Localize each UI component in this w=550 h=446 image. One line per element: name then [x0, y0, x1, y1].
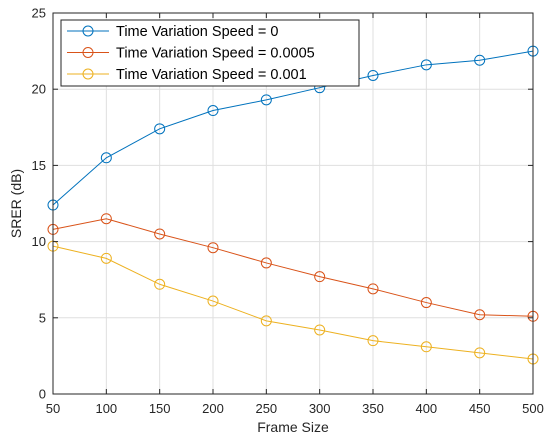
- x-tick-label: 500: [522, 401, 544, 416]
- y-tick-label: 15: [32, 158, 46, 173]
- x-tick-label: 100: [95, 401, 117, 416]
- data-point: [367, 335, 379, 347]
- data-point: [154, 278, 166, 290]
- data-point: [260, 315, 272, 327]
- data-point: [474, 347, 486, 359]
- legend-marker-1: [82, 47, 94, 58]
- legend-label-0: Time Variation Speed = 0: [116, 24, 278, 40]
- y-tick-label: 0: [39, 387, 46, 402]
- x-tick-label: 250: [255, 401, 277, 416]
- y-tick-label: 20: [32, 82, 46, 97]
- x-tick-label: 150: [149, 401, 171, 416]
- series-line-1: [52, 218, 534, 317]
- y-tick-label: 25: [32, 6, 46, 21]
- series-line-0: [52, 50, 534, 206]
- data-point: [367, 283, 379, 295]
- data-point: [474, 309, 486, 321]
- series-1: [47, 213, 539, 322]
- data-point: [367, 69, 379, 81]
- legend: Time Variation Speed = 0 Time Variation …: [60, 19, 360, 87]
- legend-item-1: Time Variation Speed = 0.0005: [67, 46, 315, 62]
- data-point: [100, 213, 112, 225]
- data-point: [420, 297, 432, 309]
- legend-label-1: Time Variation Speed = 0.0005: [116, 46, 315, 62]
- data-point: [314, 271, 326, 283]
- x-tick-label: 200: [202, 401, 224, 416]
- legend-item-2: Time Variation Speed = 0.001: [67, 67, 307, 83]
- series-layer: [47, 45, 539, 365]
- data-point: [154, 228, 166, 240]
- x-tick-label: 50: [46, 401, 60, 416]
- legend-marker-0: [82, 25, 94, 37]
- data-point: [100, 152, 112, 164]
- x-tick-label: 300: [309, 401, 331, 416]
- x-tick-label: 400: [415, 401, 437, 416]
- data-point: [154, 123, 166, 135]
- data-point: [420, 59, 432, 71]
- ticks: 50 100 150 200 250 300 350 400 450 500 0 5 10 15 20 25: [32, 6, 544, 417]
- legend-item-0: Time Variation Speed = 0: [67, 24, 278, 40]
- data-point: [100, 252, 112, 264]
- data-point: [207, 242, 219, 254]
- data-point: [260, 257, 272, 269]
- x-tick-label: 450: [469, 401, 491, 416]
- y-axis-label: SRER (dB): [8, 169, 24, 238]
- data-point: [260, 94, 272, 106]
- legend-marker-2: [82, 68, 94, 80]
- data-point: [474, 54, 486, 66]
- legend-box: [60, 19, 360, 87]
- y-tick-label: 10: [32, 234, 46, 249]
- data-point: [420, 341, 432, 353]
- series-line-2: [52, 245, 534, 360]
- x-axis-label: Frame Size: [257, 419, 329, 435]
- series-0: [47, 45, 539, 211]
- data-point: [314, 324, 326, 336]
- data-point: [207, 295, 219, 307]
- data-point: [207, 105, 219, 117]
- plot-frame: [52, 12, 534, 395]
- legend-label-2: Time Variation Speed = 0.001: [116, 67, 307, 83]
- y-tick-label: 5: [39, 310, 46, 325]
- x-tick-label: 350: [362, 401, 384, 416]
